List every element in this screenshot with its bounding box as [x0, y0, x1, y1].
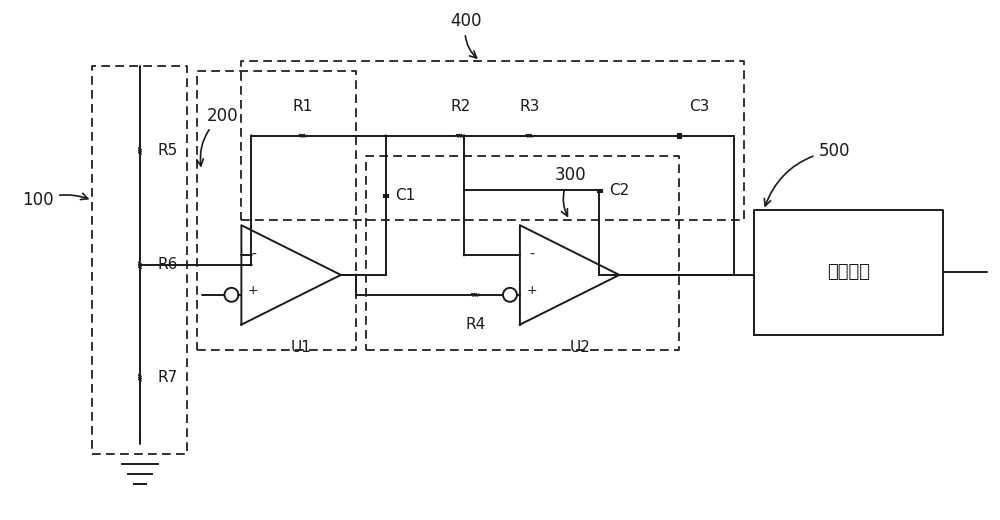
Text: R5: R5 [158, 143, 178, 158]
Circle shape [385, 135, 386, 136]
Text: R2: R2 [450, 99, 470, 114]
Text: +: + [527, 284, 537, 297]
Text: -: - [251, 248, 256, 262]
Text: R4: R4 [465, 317, 485, 332]
Text: 400: 400 [450, 12, 482, 58]
Text: R6: R6 [158, 257, 178, 272]
Circle shape [733, 275, 734, 276]
Text: -: - [529, 248, 534, 262]
Circle shape [463, 254, 465, 256]
Text: R7: R7 [158, 370, 178, 385]
Circle shape [251, 254, 252, 256]
Text: C1: C1 [396, 188, 416, 203]
Text: C2: C2 [609, 183, 630, 198]
Circle shape [355, 275, 356, 276]
Circle shape [463, 135, 465, 136]
Circle shape [251, 135, 252, 136]
Text: 驱动电路: 驱动电路 [827, 264, 870, 281]
Circle shape [251, 264, 252, 266]
Text: R3: R3 [520, 99, 540, 114]
Text: C3: C3 [689, 99, 709, 114]
Text: 300: 300 [555, 166, 586, 216]
Circle shape [478, 294, 480, 295]
Circle shape [139, 264, 141, 266]
Text: U2: U2 [569, 340, 590, 355]
Text: 100: 100 [23, 191, 88, 210]
Text: U1: U1 [291, 340, 312, 355]
Text: +: + [248, 284, 259, 297]
Text: 200: 200 [197, 107, 238, 166]
Text: 500: 500 [764, 141, 850, 206]
Text: R1: R1 [293, 99, 313, 114]
